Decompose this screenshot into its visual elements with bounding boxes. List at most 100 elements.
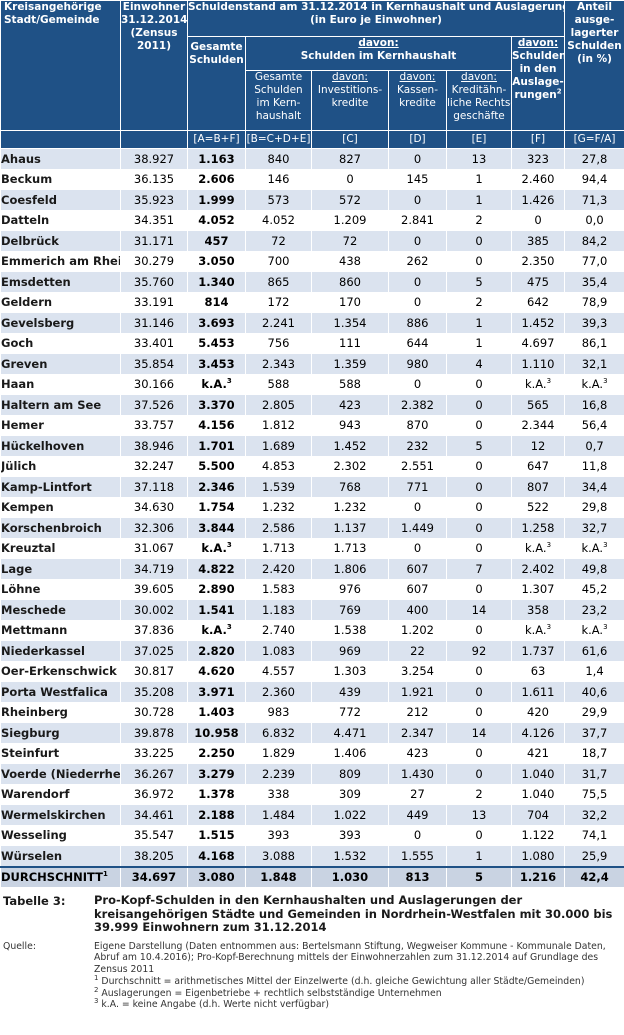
cell-d: 2.551 (388, 455, 447, 477)
cell-c: 827 (311, 148, 389, 170)
cell-f: 0 (510, 209, 566, 231)
cell-value: 37,7 (581, 725, 608, 740)
cell-b: 700 (245, 250, 312, 272)
table-row: Delbrück 31.171 457 72 72 0 0 385 84,2 (0, 230, 624, 252)
cell-value: k.A. (581, 541, 604, 556)
cell-value: 10.958 (194, 725, 239, 740)
cell-value: 0,0 (585, 213, 604, 228)
cell-pop: 36.972 (120, 783, 188, 805)
cell-value: 33.401 (133, 336, 175, 351)
cell-value: 72 (342, 233, 358, 248)
cell-value: 37.025 (133, 643, 175, 658)
footnote-3: 3 k.A. = keine Angabe (d.h. Werte nicht … (94, 998, 619, 1011)
cell-b: 172 (245, 291, 312, 313)
cell-e: 92 (446, 640, 512, 662)
cell-value: 2.890 (198, 582, 235, 597)
cell-value: 145 (406, 172, 429, 187)
table-row: Niederkassel 37.025 2.820 1.083 969 22 92 1.737… (0, 640, 624, 662)
cell-value: 39.878 (133, 725, 175, 740)
cell-value: 644 (406, 336, 429, 351)
cell-a: 2.188 (187, 804, 246, 826)
cell-value: 34.351 (133, 213, 175, 228)
average-f: 1.216 (510, 865, 566, 888)
cell-value: 1.452 (333, 438, 367, 453)
cell-f: 1.307 (510, 578, 566, 600)
cell-value: 2 (475, 213, 483, 228)
cell-d: 0 (388, 373, 447, 395)
cell-c: 1.532 (311, 845, 389, 867)
cell-value: 607 (406, 561, 429, 576)
municipality-name: Lage (0, 558, 121, 580)
cell-g: 31,7 (564, 763, 624, 785)
cell-b: 1.083 (245, 640, 312, 662)
cell-d: 3.254 (388, 660, 447, 682)
cell-value: 30.002 (133, 602, 175, 617)
cell-value: 385 (527, 233, 549, 248)
cell-value: 309 (339, 787, 361, 802)
cell-value: 4.557 (262, 664, 295, 679)
cell-value: 1 (475, 336, 483, 351)
code-spacer (0, 130, 121, 149)
table-row: Wermelskirchen 34.461 2.188 1.484 1.022 449 13… (0, 804, 624, 826)
cell-value: 870 (406, 418, 429, 433)
cell-value: 0 (475, 377, 483, 392)
municipality-name: Emmerich am Rhein (0, 250, 121, 272)
cell-value: 32,2 (581, 807, 608, 822)
cell-d: 22 (388, 640, 447, 662)
cell-a: 1.163 (187, 148, 246, 170)
cell-a: k.A.3 (187, 619, 246, 641)
cell-value: 74,1 (581, 828, 608, 843)
cell-d: 980 (388, 353, 447, 375)
pop-header-line: Einwohner (122, 1, 186, 14)
cell-value: 5 (475, 274, 483, 289)
cell-b: 2.740 (245, 619, 312, 641)
cell-b: 1.713 (245, 537, 312, 559)
cell-value: 393 (267, 828, 290, 843)
page: Kreisangehörige Stadt/Gemeinde Einwohner… (0, 0, 624, 1012)
debt-group-header: Schuldenstand am 31.12.2014 in Kernhaush… (186, 0, 566, 37)
cell-value: Emsdetten (1, 274, 71, 289)
cell-value: 438 (339, 254, 361, 269)
cell-g: k.A.3 (564, 537, 624, 559)
cell-value: 2.551 (401, 459, 434, 474)
cell-value: 1.202 (401, 623, 434, 638)
col-header-kreditaehnliche: davon: Kreditähn- liche Rechts- geschäft… (446, 70, 512, 131)
col-code: [B=C+D+E] (245, 130, 312, 149)
table-body: Ahaus 38.927 1.163 840 827 0 13 323 27,8 Beckum 36… (0, 148, 624, 888)
cell-g: 34,4 (564, 476, 624, 498)
cell-c: 1.538 (311, 619, 389, 641)
cell-value: 33.225 (133, 746, 175, 761)
source-block: Quelle: Eigene Darstellung (Daten entnom… (0, 941, 624, 1012)
cell-value: 23,2 (581, 602, 608, 617)
cell-f: 358 (510, 599, 566, 621)
municipality-name: Delbrück (0, 230, 121, 252)
cell-value: 0 (475, 233, 483, 248)
cell-value: 3.971 (198, 684, 235, 699)
cell-c: 1.354 (311, 312, 389, 334)
code-spacer (120, 130, 188, 149)
cell-a: 4.156 (187, 414, 246, 436)
col-code: [G=F/A] (564, 130, 624, 149)
cell-value: 71,3 (581, 192, 608, 207)
cell-value: 4.697 (521, 336, 555, 351)
cell-value: 29,8 (581, 500, 608, 515)
cell-value: 840 (267, 151, 290, 166)
cell-pop: 35.208 (120, 681, 188, 703)
cell-value: 2.250 (198, 746, 235, 761)
table-row: Jülich 32.247 5.500 4.853 2.302 2.551 0 647 11,8 (0, 455, 624, 477)
cell-b: 2.241 (245, 312, 312, 334)
cell-value: 3.370 (198, 397, 235, 412)
cell-value: 1.515 (198, 828, 235, 843)
cell-value: 39.605 (133, 582, 175, 597)
cell-value: 212 (406, 705, 429, 720)
cell-value: k.A. (524, 623, 547, 638)
cell-g: 0,7 (564, 435, 624, 457)
cell-a: 1.515 (187, 824, 246, 846)
table-row: Hückelhoven 38.946 1.701 1.689 1.452 232 5 12 0,… (0, 435, 624, 457)
cell-b: 1.539 (245, 476, 312, 498)
col-header-kassenkredite: davon: Kassen- kredite (388, 70, 447, 131)
cell-f: 4.126 (510, 722, 566, 744)
cell-f: 647 (510, 455, 566, 477)
cell-f: 475 (510, 271, 566, 293)
d-header-line: kredite (399, 97, 436, 109)
